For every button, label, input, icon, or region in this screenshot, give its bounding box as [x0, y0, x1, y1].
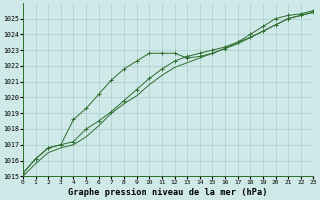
X-axis label: Graphe pression niveau de la mer (hPa): Graphe pression niveau de la mer (hPa)	[68, 188, 268, 197]
